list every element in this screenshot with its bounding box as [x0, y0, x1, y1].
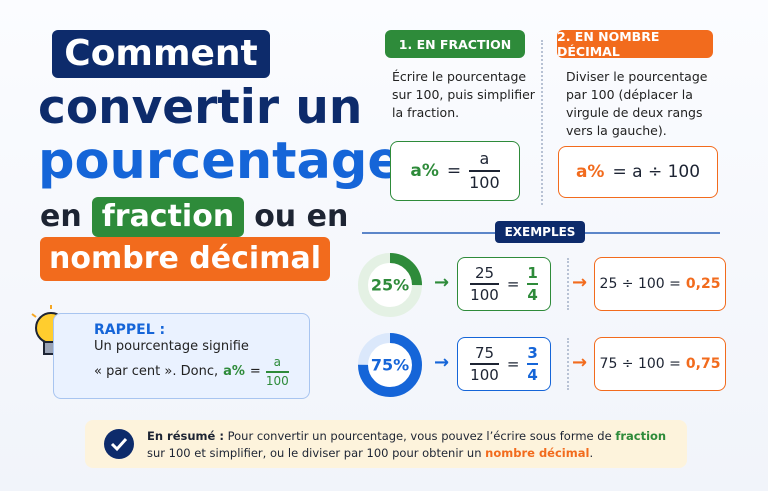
title-pill: nombre décimal: [40, 237, 330, 281]
arrow: →: [434, 352, 450, 373]
formula-eq: =: [506, 355, 520, 373]
method-text: Diviser le pourcentage par 100 (déplacer…: [566, 68, 707, 140]
text-line: vers la gauche).: [566, 123, 667, 138]
check-icon: [104, 429, 134, 459]
summary-text: Pour convertir un pourcentage, vous pouv…: [227, 429, 612, 443]
arrow: →: [572, 352, 588, 373]
divider: [567, 338, 569, 390]
method-text: Écrire le pourcentage sur 100, puis simp…: [392, 68, 535, 122]
text-line: la fraction.: [392, 105, 460, 120]
title-line: convertir un: [38, 80, 363, 135]
rappel-title: RAPPEL :: [94, 322, 166, 338]
examples-header: EXEMPLES: [495, 221, 585, 243]
method-header: 2. EN NOMBRE DÉCIMAL: [557, 29, 713, 59]
decimal-result: 0,75: [685, 356, 721, 372]
denominator: 100: [265, 371, 289, 388]
rappel-text: Un pourcentage signifie: [94, 339, 249, 354]
text-line: sur 100, puis simplifier: [392, 87, 535, 102]
donut-arc: [358, 333, 422, 397]
numerator: 25: [474, 263, 495, 282]
donut: 25%: [358, 253, 422, 317]
summary-highlight: fraction: [615, 429, 667, 443]
numerator: a: [273, 355, 281, 369]
denominator: 4: [527, 363, 538, 384]
formula-box: a% = a 100: [390, 141, 520, 201]
decimal-box: 75 ÷ 100 = 0,75: [594, 337, 726, 391]
denominator: 100: [470, 283, 499, 304]
title-highlight: fraction: [91, 197, 245, 237]
formula-rest: = a ÷ 100: [612, 162, 701, 182]
rappel-box: RAPPEL : Un pourcentage signifie « par c…: [53, 313, 310, 399]
summary-highlight: nombre décimal: [485, 446, 590, 460]
title-line: pourcentage: [38, 132, 403, 191]
arrow: →: [434, 272, 450, 293]
formula-var: a%: [410, 161, 439, 181]
numerator: 75: [474, 343, 495, 362]
summary-box: En résumé : Pour convertir un pourcentag…: [85, 420, 687, 468]
decimal-expr: 25 ÷ 100 =: [599, 276, 681, 292]
text-line: par 100 (déplacer la: [566, 87, 693, 102]
title-pill: Comment: [52, 30, 270, 78]
text-line: Diviser le pourcentage: [566, 69, 708, 84]
title-word: ou en: [254, 199, 349, 234]
divider: [567, 258, 569, 310]
formula-eq: =: [249, 364, 261, 380]
denominator: 100: [469, 170, 500, 192]
rappel-text: « par cent ». Donc,: [94, 364, 219, 380]
percent-label: 75%: [371, 356, 409, 375]
denominator: 100: [470, 363, 499, 384]
denominator: 4: [527, 283, 538, 304]
divider: [541, 40, 543, 205]
title-line: Comment: [64, 33, 258, 74]
summary-text: .: [589, 446, 594, 460]
arrow: →: [572, 272, 588, 293]
decimal-expr: 75 ÷ 100 =: [599, 356, 681, 372]
formula-var: a%: [223, 364, 245, 380]
summary-lead: En résumé :: [147, 429, 224, 443]
title-word: en: [40, 199, 82, 234]
donut-arc: [358, 253, 422, 317]
decimal-result: 0,25: [685, 276, 721, 292]
numerator: 3: [527, 343, 538, 362]
title-row: en fraction ou en: [40, 197, 348, 237]
formula-box: a% = a ÷ 100: [558, 146, 718, 198]
text-line: virgule de deux rangs: [566, 105, 703, 120]
donut: 75%: [358, 333, 422, 397]
summary-text: sur 100 et simplifier, ou le diviser par…: [147, 446, 482, 460]
numerator: 1: [527, 263, 538, 282]
decimal-box: 25 ÷ 100 = 0,25: [594, 257, 726, 311]
title-line: nombre décimal: [49, 241, 321, 276]
method-header: 1. EN FRACTION: [385, 30, 525, 58]
numerator: a: [479, 149, 490, 169]
percent-label: 25%: [371, 276, 409, 295]
formula-eq: =: [446, 161, 462, 181]
text-line: Écrire le pourcentage: [392, 69, 527, 84]
formula-eq: =: [506, 275, 520, 293]
formula-var: a%: [575, 162, 605, 182]
